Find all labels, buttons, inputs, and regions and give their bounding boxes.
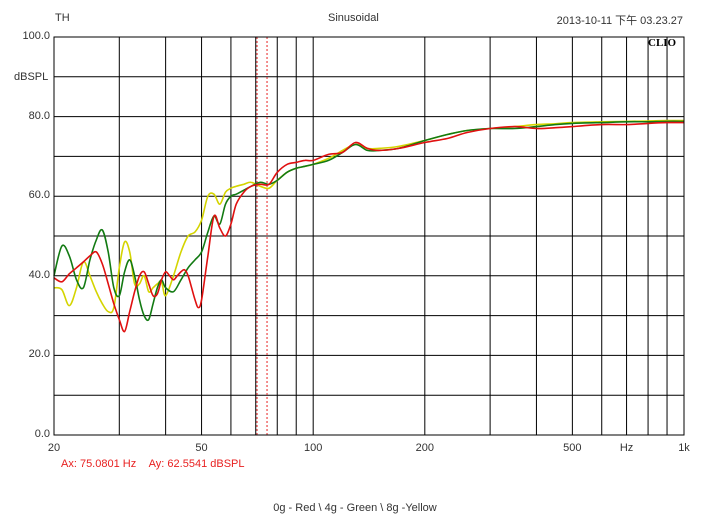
y-tick-label: 0.0 <box>34 428 50 440</box>
y-axis-label: dBSPL <box>14 71 49 83</box>
clio-logo: CLIO <box>648 37 677 49</box>
cursor-y-readout: Ay: 62.5541 dBSPL <box>148 458 245 470</box>
header-title-left: TH <box>55 12 70 24</box>
x-tick-label: 100 <box>303 442 323 454</box>
cursor-readout: Ax: 75.0801 Hz Ay: 62.5541 dBSPL <box>61 458 255 470</box>
cursor-x-readout: Ax: 75.0801 Hz <box>61 458 137 470</box>
x-tick-label: 500 <box>563 442 582 454</box>
y-tick-label: 80.0 <box>28 109 50 122</box>
series-line-red <box>53 121 685 333</box>
y-tick-label: 40.0 <box>28 268 50 281</box>
x-tick-label: Hz <box>619 442 634 454</box>
plot-frame <box>53 36 685 436</box>
series-lines <box>53 119 685 333</box>
header-timestamp: 2013-10-11 下午 03.23.27 <box>556 15 683 27</box>
y-tick-label: 20.0 <box>28 348 50 361</box>
legend: 0g - Red \ 4g - Green \ 8g -Yellow <box>273 502 437 514</box>
header-measurement-type: Sinusoidal <box>328 12 379 24</box>
y-tick-label: 100.0 <box>22 30 50 42</box>
x-tick-label: 50 <box>195 442 208 454</box>
x-tick-label: 20 <box>47 442 61 454</box>
series-line-green <box>53 120 685 322</box>
y-tick-label: 60.0 <box>28 189 50 202</box>
chart-grid <box>54 37 684 435</box>
x-tick-label: 200 <box>415 442 434 454</box>
x-tick-label: 1k <box>678 442 690 454</box>
